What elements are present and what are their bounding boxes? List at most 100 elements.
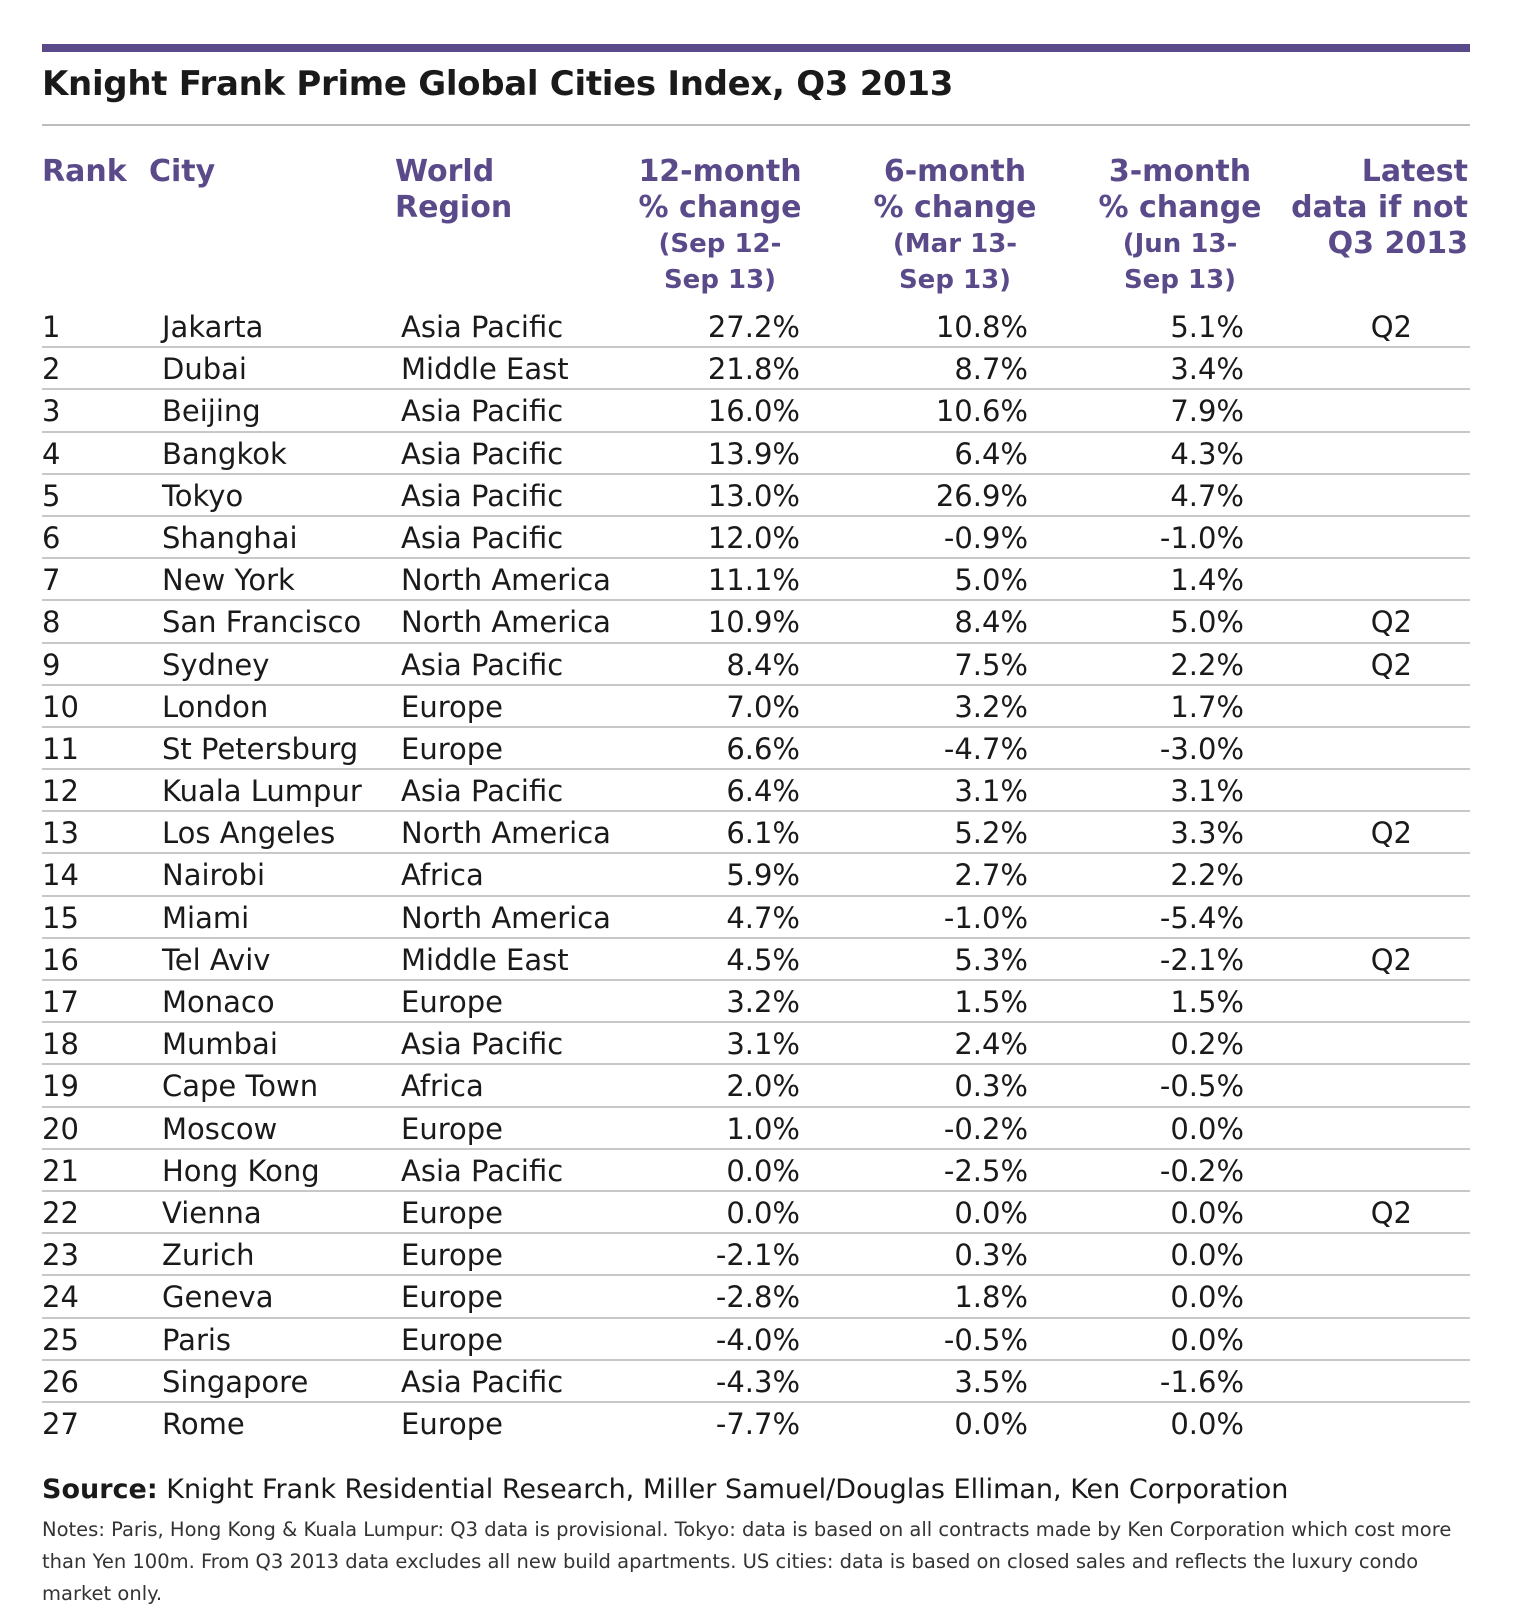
rank-cell: 15 <box>42 900 79 935</box>
header-latest-line2: data if not <box>1291 190 1468 225</box>
change-3-month-cell: 0.0% <box>1170 1322 1244 1357</box>
rank-cell: 4 <box>42 436 61 471</box>
city-cell: Shanghai <box>162 520 298 555</box>
region-cell: Asia Pacific <box>401 310 564 344</box>
rank-cell: 1 <box>42 310 61 344</box>
city-cell: Tokyo <box>162 478 244 513</box>
city-cell: Monaco <box>162 985 275 1019</box>
region-cell: Africa <box>401 1069 484 1104</box>
change-6-month-cell: 5.2% <box>954 816 1028 851</box>
change-6-month-cell: -2.5% <box>943 1153 1028 1188</box>
change-6-month-cell: -0.5% <box>943 1322 1028 1357</box>
city-cell: Rome <box>162 1406 245 1441</box>
change-6-month-cell: 1.8% <box>954 1280 1028 1315</box>
table-row: 15 Miami North America 4.7% -1.0% -5.4% <box>42 897 1470 939</box>
region-cell: Asia Pacific <box>401 478 564 513</box>
change-3-month-cell: 1.7% <box>1170 689 1244 724</box>
rank-cell: 12 <box>42 774 79 809</box>
page-title: Knight Frank Prime Global Cities Index, … <box>42 64 954 104</box>
change-3-month-cell: -3.0% <box>1159 731 1244 766</box>
change-3-month-cell: -0.5% <box>1159 1069 1244 1104</box>
header-6-month-change: 6-month % change (Mar 13- Sep 13) <box>840 154 1070 298</box>
header-latest-line1: Latest <box>1361 154 1468 189</box>
change-3-month-cell: -0.2% <box>1159 1153 1244 1188</box>
region-cell: Europe <box>401 731 503 766</box>
latest-data-cell: Q2 <box>1370 310 1412 344</box>
change-6-month-cell: 10.6% <box>935 394 1028 429</box>
table-row: 4 Bangkok Asia Pacific 13.9% 6.4% 4.3% <box>42 433 1470 475</box>
city-cell: Hong Kong <box>162 1153 320 1188</box>
change-12-month-cell: 8.4% <box>726 647 800 682</box>
change-3-month-cell: 4.7% <box>1170 478 1244 513</box>
city-cell: Cape Town <box>162 1069 319 1104</box>
header-c6-line2: % change <box>873 190 1037 225</box>
city-cell: Jakarta <box>162 310 264 344</box>
table-row: 20 Moscow Europe 1.0% -0.2% 0.0% <box>42 1108 1470 1150</box>
rank-cell: 16 <box>42 942 79 977</box>
change-6-month-cell: 6.4% <box>954 436 1028 471</box>
table-row: 1 Jakarta Asia Pacific 27.2% 10.8% 5.1% Q2 <box>42 306 1470 349</box>
city-cell: Moscow <box>162 1111 278 1146</box>
table-row: 18 Mumbai Asia Pacific 3.1% 2.4% 0.2% <box>42 1023 1470 1066</box>
change-3-month-cell: 4.3% <box>1170 436 1244 471</box>
table-row: 26 Singapore Asia Pacific -4.3% 3.5% -1.6% <box>42 1361 1470 1403</box>
change-12-month-cell: -2.1% <box>715 1238 800 1273</box>
change-6-month-cell: 3.2% <box>954 689 1028 724</box>
region-cell: Middle East <box>401 942 569 977</box>
change-6-month-cell: 26.9% <box>935 478 1028 513</box>
rank-cell: 5 <box>42 478 61 513</box>
rank-cell: 10 <box>42 689 79 724</box>
change-12-month-cell: 5.9% <box>726 858 800 893</box>
change-3-month-cell: 0.0% <box>1170 1406 1244 1441</box>
change-3-month-cell: -2.1% <box>1159 942 1244 977</box>
title-divider <box>42 124 1470 126</box>
city-cell: New York <box>162 563 295 598</box>
region-cell: Asia Pacific <box>401 1364 564 1399</box>
change-12-month-cell: 2.0% <box>726 1069 800 1104</box>
change-12-month-cell: 11.1% <box>707 563 800 598</box>
region-cell: Europe <box>401 1195 503 1230</box>
change-3-month-cell: 2.2% <box>1170 858 1244 893</box>
table-row: 3 Beijing Asia Pacific 16.0% 10.6% 7.9% <box>42 390 1470 433</box>
change-12-month-cell: 6.6% <box>726 731 800 766</box>
city-cell: Geneva <box>162 1280 274 1315</box>
change-3-month-cell: 5.1% <box>1170 310 1244 344</box>
header-c12-line2: % change <box>638 190 802 225</box>
change-3-month-cell: -5.4% <box>1159 900 1244 935</box>
city-cell: Vienna <box>162 1195 262 1230</box>
change-12-month-cell: -2.8% <box>715 1280 800 1315</box>
table-row: 27 Rome Europe -7.7% 0.0% 0.0% <box>42 1403 1470 1445</box>
change-12-month-cell: -7.7% <box>715 1406 800 1441</box>
change-3-month-cell: 0.0% <box>1170 1280 1244 1315</box>
change-6-month-cell: 0.3% <box>954 1069 1028 1104</box>
change-3-month-cell: 1.5% <box>1170 985 1244 1019</box>
city-cell: Singapore <box>162 1364 309 1399</box>
change-12-month-cell: 16.0% <box>707 394 800 429</box>
city-cell: Nairobi <box>162 858 266 893</box>
change-6-month-cell: 3.5% <box>954 1364 1028 1399</box>
rank-cell: 25 <box>42 1322 79 1357</box>
change-3-month-cell: 5.0% <box>1170 605 1244 640</box>
city-cell: London <box>162 689 269 724</box>
header-c3-line2: % change <box>1098 190 1262 225</box>
change-6-month-cell: 0.3% <box>954 1238 1028 1273</box>
rank-cell: 18 <box>42 1027 79 1062</box>
rank-cell: 20 <box>42 1111 79 1146</box>
source-label: Source: <box>42 1474 158 1505</box>
change-6-month-cell: 8.7% <box>954 352 1028 387</box>
rank-cell: 2 <box>42 352 61 387</box>
table-row: 9 Sydney Asia Pacific 8.4% 7.5% 2.2% Q2 <box>42 644 1470 686</box>
header-rank: Rank <box>42 154 127 189</box>
rank-cell: 6 <box>42 520 61 555</box>
change-3-month-cell: 1.4% <box>1170 563 1244 598</box>
header-world-region: World Region <box>395 154 512 226</box>
city-cell: Beijing <box>162 394 261 429</box>
table-row: 21 Hong Kong Asia Pacific 0.0% -2.5% -0.2% <box>42 1150 1470 1192</box>
table-row: 17 Monaco Europe 3.2% 1.5% 1.5% <box>42 981 1470 1024</box>
city-cell: Paris <box>162 1322 232 1357</box>
region-cell: Asia Pacific <box>401 1027 564 1062</box>
cities-index-table: 1 Jakarta Asia Pacific 27.2% 10.8% 5.1% Q2 2 Dub… <box>42 306 1470 1445</box>
header-12-month-change: 12-month % change (Sep 12- Sep 13) <box>605 154 835 298</box>
header-latest-line3: Q3 2013 <box>1327 226 1468 261</box>
region-cell: Europe <box>401 689 503 724</box>
